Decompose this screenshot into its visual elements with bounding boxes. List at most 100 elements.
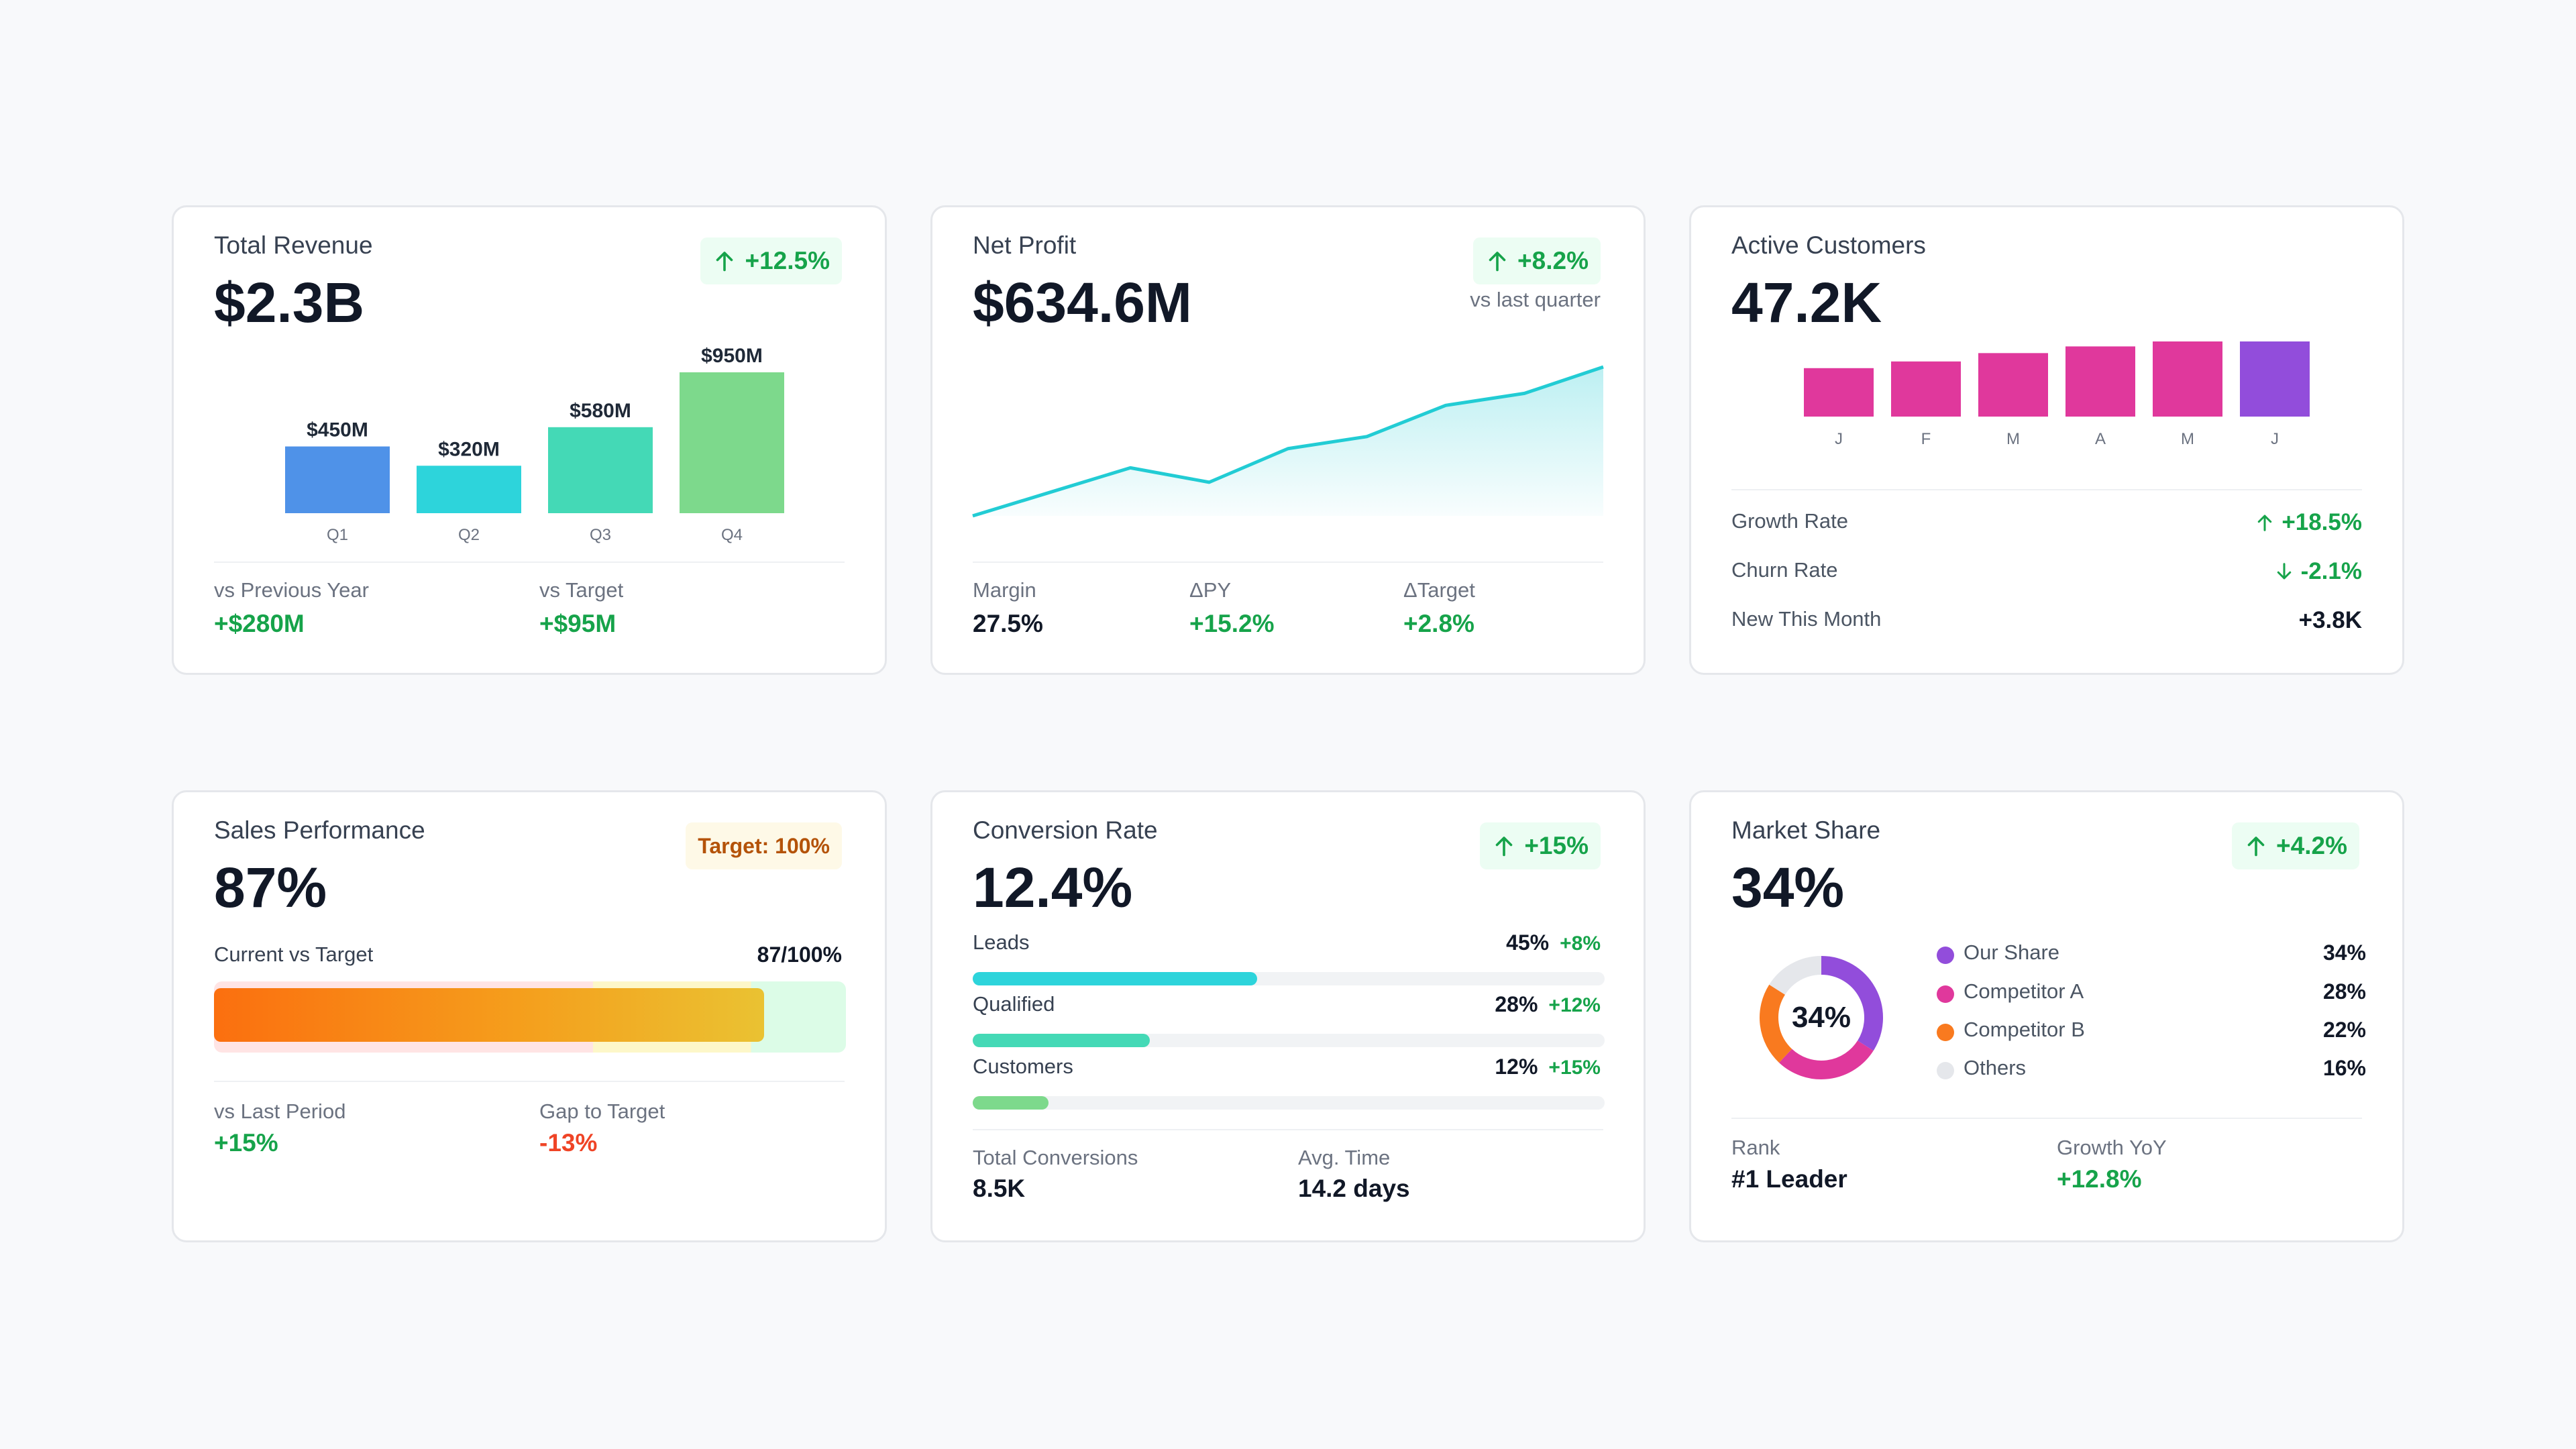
- net-profit-card[interactable]: Net Profit $634.6M +8.2% vs last quarter…: [930, 205, 1646, 675]
- funnel-qualified-delta: +12%: [1548, 994, 1601, 1016]
- x-tick-label: A: [2095, 430, 2106, 448]
- bar-F: [1891, 361, 1961, 417]
- legend-label: Competitor B: [1964, 1018, 2085, 1041]
- net-profit-area-chart: [972, 365, 1604, 518]
- margin-value: 27.5%: [973, 610, 1043, 637]
- current-vs-target-value: 87/100%: [757, 943, 842, 967]
- card-title: Net Profit: [973, 231, 1077, 259]
- legend-dot: [1937, 985, 1954, 1003]
- legend-dot: [1937, 1024, 1954, 1041]
- vs-last-period-label: vs Last Period: [214, 1099, 346, 1123]
- bar-data-label: $580M: [570, 400, 631, 422]
- sales-performance-value: 87%: [214, 856, 327, 919]
- bar-data-label: $320M: [438, 438, 500, 460]
- legend-item-our-share: Our Share 34%: [1937, 938, 2366, 977]
- arrow-up-icon: [2247, 837, 2265, 857]
- change-badge-text: +4.2%: [2276, 832, 2347, 859]
- x-tick-label: Q4: [721, 526, 743, 544]
- funnel-leads-delta: +8%: [1560, 932, 1601, 955]
- rank-value: #1 Leader: [1731, 1165, 1847, 1193]
- arrow-up-icon: [2258, 515, 2272, 531]
- avg-time-value: 14.2 days: [1298, 1175, 1410, 1202]
- donut-center-label: 34%: [1791, 1001, 1851, 1034]
- funnel-customers-fill: [973, 1096, 1049, 1110]
- churn-rate-row-value: -2.1%: [2274, 558, 2362, 585]
- churn-rate-value: -2.1%: [2300, 558, 2362, 584]
- market-share-card[interactable]: Market Share 34% +4.2% 34% Our Share 34%…: [1689, 790, 2404, 1242]
- card-title: Conversion Rate: [973, 816, 1158, 844]
- card-title: Sales Performance: [214, 816, 425, 844]
- legend-dot: [1937, 947, 1954, 964]
- avg-time-label: Avg. Time: [1298, 1146, 1391, 1169]
- card-title: Total Revenue: [214, 231, 373, 259]
- change-badge: +12.5%: [700, 237, 842, 284]
- delta-py-label: ΔPY: [1189, 578, 1232, 602]
- bar-Q3: [548, 427, 653, 513]
- sales-performance-card[interactable]: Sales Performance 87% Target: 100% Curre…: [172, 790, 887, 1242]
- net-profit-value: $634.6M: [973, 271, 1192, 334]
- revenue-bar-chart: $450M Q1 $320M Q2 $580M Q3 $950M Q4: [285, 345, 784, 544]
- current-vs-target-label: Current vs Target: [214, 943, 374, 966]
- area-fill: [973, 367, 1603, 516]
- target-badge: Target: 100%: [686, 822, 842, 869]
- margin-label: Margin: [973, 578, 1036, 602]
- donut-slice-competitor-a: [1779, 1040, 1874, 1079]
- change-badge: +8.2%: [1473, 237, 1601, 284]
- total-revenue-card[interactable]: Total Revenue $2.3B +12.5% $450M Q1 $320M Q…: [172, 205, 887, 675]
- donut-slice-others: [1769, 956, 1822, 996]
- funnel-leads-values: 45% +8%: [1506, 930, 1601, 955]
- bar-Q2: [417, 466, 521, 513]
- new-this-month-value: +3.8K: [2298, 607, 2362, 633]
- legend-label: Others: [1964, 1056, 2027, 1079]
- arrow-up-icon: [1489, 252, 1506, 272]
- funnel-leads-track: [973, 972, 1605, 985]
- growth-rate-row-value: +18.5%: [2255, 509, 2362, 536]
- funnel-leads-label: Leads: [973, 930, 1030, 954]
- series-line: [972, 365, 1604, 518]
- market-share-value: 34%: [1731, 856, 1845, 919]
- vs-target-label: vs Target: [539, 578, 624, 602]
- growth-yoy-label: Growth YoY: [2057, 1136, 2167, 1159]
- funnel-customers-values: 12% +15%: [1495, 1055, 1601, 1079]
- bar-A: [2065, 346, 2135, 417]
- total-revenue-value: $2.3B: [214, 271, 365, 334]
- donut-slice-competitor-b: [1760, 984, 1792, 1063]
- funnel-qualified-fill: [973, 1034, 1150, 1047]
- delta-target-value: +2.8%: [1403, 610, 1474, 637]
- comparison-period-label: vs last quarter: [1470, 288, 1601, 311]
- vs-target-value: +$95M: [539, 610, 616, 637]
- new-this-month-label: New This Month: [1731, 607, 1882, 631]
- arrow-up-icon: [716, 252, 733, 272]
- total-conversions-value: 8.5K: [973, 1175, 1026, 1202]
- card-title: Market Share: [1731, 816, 1881, 844]
- legend-label: Our Share: [1964, 941, 2060, 964]
- funnel-qualified-pct: 28%: [1495, 992, 1538, 1016]
- delta-py-value: +15.2%: [1189, 610, 1275, 637]
- conversion-rate-card[interactable]: Conversion Rate 12.4% +15% Leads 45% +8%…: [930, 790, 1646, 1242]
- legend-value: 34%: [2322, 941, 2366, 965]
- arrow-up-icon: [1496, 837, 1513, 857]
- bar-data-label: $950M: [701, 345, 763, 367]
- conversion-rate-value: 12.4%: [973, 856, 1133, 919]
- active-customers-value: 47.2K: [1731, 271, 1882, 334]
- market-share-donut-chart: [1760, 956, 1883, 1079]
- legend-value: 16%: [2322, 1056, 2366, 1080]
- x-tick-label: J: [2271, 430, 2279, 448]
- vs-last-period-value: +15%: [214, 1129, 278, 1157]
- churn-rate-label: Churn Rate: [1731, 558, 1838, 582]
- funnel-customers-label: Customers: [973, 1055, 1073, 1078]
- x-tick-label: F: [1921, 430, 1931, 448]
- change-badge: +4.2%: [2232, 822, 2359, 869]
- growth-rate-value: +18.5%: [2282, 509, 2362, 535]
- growth-yoy-value: +12.8%: [2057, 1165, 2142, 1193]
- x-tick-label: Q1: [327, 526, 348, 544]
- active-customers-card[interactable]: Active Customers 47.2K J F M A M J Growth Rat…: [1689, 205, 2404, 675]
- vs-previous-year-label: vs Previous Year: [214, 578, 369, 602]
- legend-item-competitor-a: Competitor A 28%: [1937, 977, 2366, 1016]
- funnel-customers-pct: 12%: [1495, 1055, 1538, 1079]
- legend-dot: [1937, 1062, 1954, 1079]
- funnel-qualified-values: 28% +12%: [1495, 992, 1601, 1017]
- legend-item-others: Others 16%: [1937, 1054, 2366, 1093]
- bar-M: [1978, 353, 2048, 417]
